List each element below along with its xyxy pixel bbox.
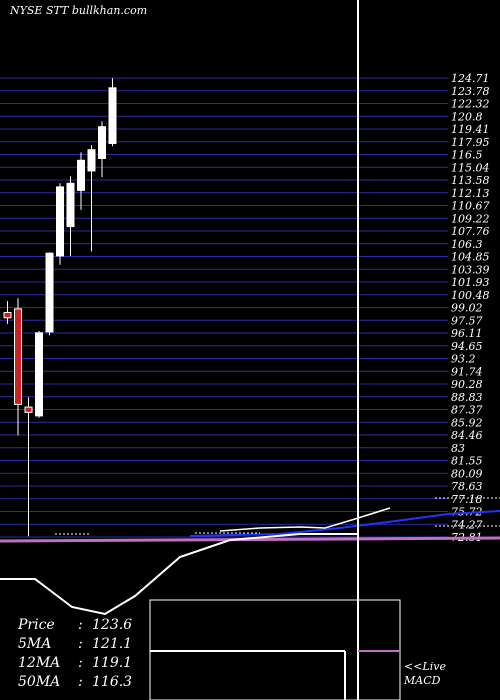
y-tick-label: 104.85: [451, 251, 490, 264]
indicator-panel: Price:123.6 5MA:121.1 12MA:119.1 50MA:11…: [18, 616, 132, 692]
y-tick-label: 93.2: [451, 353, 476, 366]
candle-down: [3, 312, 12, 319]
candle-up: [35, 332, 43, 417]
y-tick-label: 97.57: [451, 314, 483, 327]
y-tick-label: 124.71: [451, 72, 490, 85]
y-tick-label: 88.83: [451, 391, 483, 404]
ma12-sep: :: [78, 655, 83, 671]
candle-up: [108, 87, 117, 145]
ma-line-white: [219, 507, 391, 532]
price-value: 123.6: [92, 617, 133, 633]
macd-label: <<Live MACD: [404, 660, 446, 688]
candle-down: [24, 406, 33, 413]
candle-up: [66, 182, 75, 228]
y-tick-label: 100.48: [451, 289, 490, 302]
y-tick-label: 94.65: [451, 340, 483, 353]
ma5-sep: :: [78, 636, 83, 652]
y-tick-label: 120.8: [451, 110, 483, 123]
ticker-label: NYSE STT bullkhan.com: [10, 4, 148, 17]
macd-curve: [0, 533, 358, 616]
ma5-row: 5MA:121.1: [18, 635, 132, 654]
ma50-label: 50MA: [18, 674, 61, 690]
ma50-sep: :: [78, 674, 83, 690]
y-tick-label: 101.93: [451, 276, 490, 289]
y-tick-label: 110.67: [451, 200, 490, 213]
ma50-row: 50MA:116.3: [18, 673, 132, 692]
candle-up: [87, 149, 96, 172]
y-tick-label: 115.04: [451, 161, 490, 174]
y-tick-label: 123.78: [451, 85, 490, 98]
candle-down: [14, 308, 22, 405]
y-tick-label: 103.39: [451, 263, 490, 276]
ma-line-blue: [189, 510, 500, 537]
price-row: Price:123.6: [18, 616, 132, 635]
candle-up: [77, 159, 85, 191]
y-tick-label: 91.74: [451, 365, 483, 378]
ma12-label: 12MA: [18, 655, 61, 671]
y-tick-label: 74.27: [451, 518, 483, 531]
price-label: Price: [18, 617, 55, 633]
price-sep: :: [78, 617, 83, 633]
macd-name-text: MACD: [404, 674, 441, 687]
ma50-value: 116.3: [92, 674, 133, 690]
y-tick-label: 107.76: [451, 225, 490, 238]
y-tick-label: 85.92: [451, 416, 483, 429]
candle-up: [98, 126, 106, 159]
y-tick-label: 116.5: [451, 149, 483, 162]
y-tick-label: 96.11: [451, 327, 483, 340]
y-tick-label: 99.02: [451, 302, 483, 315]
y-tick-label: 90.28: [451, 378, 483, 391]
candle-up: [56, 186, 64, 257]
ma5-value: 121.1: [92, 636, 133, 652]
ma-line-pink: [0, 536, 500, 543]
y-tick-label: 77.18: [451, 493, 483, 506]
y-tick-label: 112.13: [451, 187, 490, 200]
y-tick-label: 117.95: [451, 136, 490, 149]
y-tick-label: 119.41: [451, 123, 490, 136]
macd-live-text: <<Live: [404, 660, 446, 673]
ma12-value: 119.1: [92, 655, 133, 671]
y-tick-label: 80.09: [451, 467, 483, 480]
y-tick-label: 83: [451, 442, 465, 455]
y-tick-label: 106.3: [451, 238, 483, 251]
ma5-label: 5MA: [18, 636, 52, 652]
y-tick-label: 87.37: [451, 404, 483, 417]
candle-up: [45, 252, 54, 333]
y-tick-label: 84.46: [451, 429, 483, 442]
y-tick-label: 109.22: [451, 212, 490, 225]
y-tick-label: 122.32: [451, 98, 490, 111]
y-tick-label: 78.63: [451, 480, 483, 493]
y-tick-label: 113.58: [451, 174, 490, 187]
ma12-row: 12MA:119.1: [18, 654, 132, 673]
y-tick-label: 81.55: [451, 455, 483, 468]
